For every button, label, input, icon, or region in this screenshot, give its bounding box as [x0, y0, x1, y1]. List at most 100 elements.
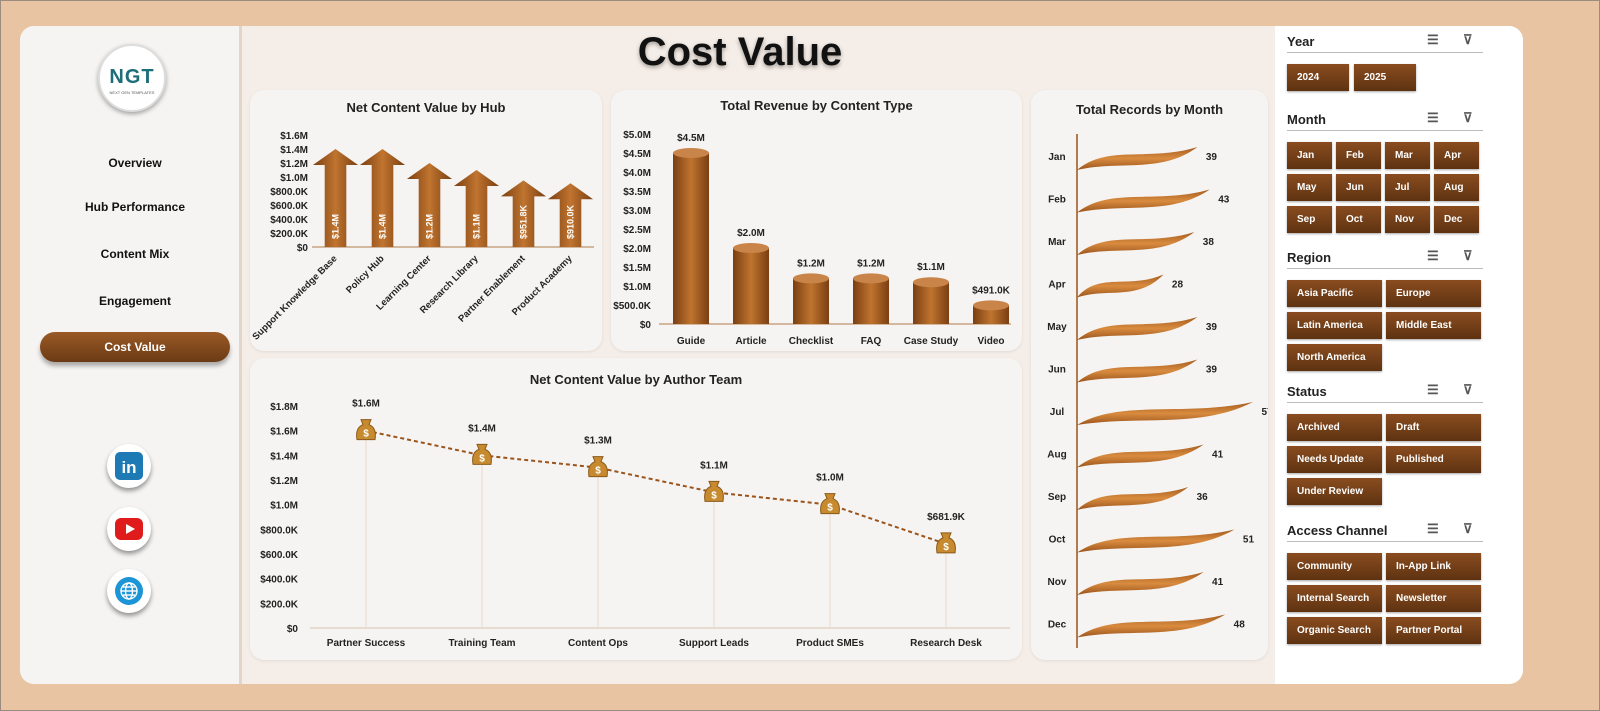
data-label: $1.2M	[857, 258, 885, 269]
sidebar: NGT NEXT GEN TEMPLATES Overview Hub Perfo…	[20, 26, 242, 684]
series-line	[365, 429, 947, 545]
data-label: $1.0M	[816, 473, 844, 484]
filter-option-mar[interactable]: Mar	[1385, 142, 1430, 169]
nav-item-hub-performance[interactable]: Hub Performance	[84, 200, 186, 214]
filter-title: Status	[1287, 384, 1327, 399]
y-tick-label: $800.0K	[270, 187, 309, 198]
data-label: $1.3M	[584, 436, 612, 447]
filter-option-middle-east[interactable]: Middle East	[1386, 312, 1481, 339]
nav-item-cost-value[interactable]: Cost Value	[40, 332, 230, 362]
filter-option-europe[interactable]: Europe	[1386, 280, 1481, 307]
filter-option-archived[interactable]: Archived	[1287, 414, 1382, 441]
logo-text: NGT	[109, 66, 155, 88]
multi-select-icon[interactable]: ☰	[1427, 521, 1439, 536]
filter-option-jan[interactable]: Jan	[1287, 142, 1332, 169]
bar	[1077, 232, 1195, 255]
filter-option-oct[interactable]: Oct	[1336, 206, 1381, 233]
data-label: 39	[1206, 365, 1218, 376]
filter-option-draft[interactable]: Draft	[1386, 414, 1481, 441]
filter-option-aug[interactable]: Aug	[1434, 174, 1479, 201]
clear-filter-icon[interactable]: ⊽	[1463, 382, 1473, 397]
data-label: $1.4M	[468, 423, 496, 434]
filter-option-nov[interactable]: Nov	[1385, 206, 1430, 233]
bar	[853, 278, 889, 324]
filter-option-may[interactable]: May	[1287, 174, 1332, 201]
author-chart: $0 $200.0K $400.0K $600.0K $800.0K $1.0M $1.2M…	[260, 399, 1010, 649]
x-tick-label: Content Ops	[568, 638, 628, 649]
hub-chart-card: Net Content Value by Hub $0 $200.0K $400.0…	[250, 90, 602, 351]
filter-option-sep[interactable]: Sep	[1287, 206, 1332, 233]
multi-select-icon[interactable]: ☰	[1427, 248, 1439, 263]
bar	[1077, 572, 1204, 595]
globe-icon[interactable]	[107, 569, 151, 613]
filter-option-community[interactable]: Community	[1287, 553, 1382, 580]
filter-option-internal-search[interactable]: Internal Search	[1287, 585, 1382, 612]
clear-filter-icon[interactable]: ⊽	[1463, 32, 1473, 47]
month-chart-card: Total Records by Month Jan 39 Feb 43 Mar 38 Ap…	[1031, 90, 1268, 660]
filter-option-under-review[interactable]: Under Review	[1287, 478, 1382, 505]
bar-top	[673, 148, 709, 158]
nav-item-overview[interactable]: Overview	[108, 156, 162, 170]
y-tick-label: $0	[297, 243, 309, 254]
filter-option-jun[interactable]: Jun	[1336, 174, 1381, 201]
bar-top	[973, 300, 1009, 311]
filter-option-2024[interactable]: 2024	[1287, 64, 1349, 91]
bar	[1077, 317, 1198, 340]
filter-header-access-channel: Access Channel ☰ ⊽	[1287, 521, 1483, 542]
y-tick-label: Feb	[1048, 195, 1066, 206]
y-tick-label: Mar	[1048, 237, 1066, 248]
filter-option-newsletter[interactable]: Newsletter	[1386, 585, 1481, 612]
filter-option-organic-search[interactable]: Organic Search	[1287, 617, 1382, 644]
money-bag-marker: $	[936, 532, 956, 554]
data-label: 38	[1203, 237, 1215, 248]
clear-filter-icon[interactable]: ⊽	[1463, 110, 1473, 125]
data-label: $1.6M	[352, 399, 380, 410]
chart-title: Total Records by Month	[1075, 102, 1224, 117]
filter-option-in-app-link[interactable]: In-App Link	[1386, 553, 1481, 580]
y-tick-label: $1.2M	[270, 476, 298, 487]
clear-filter-icon[interactable]: ⊽	[1463, 248, 1473, 263]
filter-option-needs-update[interactable]: Needs Update	[1287, 446, 1382, 473]
nav-item-engagement[interactable]: Engagement	[98, 294, 171, 308]
filter-option-asia-pacific[interactable]: Asia Pacific	[1287, 280, 1382, 307]
filter-option-jul[interactable]: Jul	[1385, 174, 1430, 201]
bar	[973, 305, 1009, 324]
nav-item-content-mix[interactable]: Content Mix	[100, 247, 170, 261]
bar-top	[793, 273, 829, 284]
data-label: $681.9K	[927, 512, 966, 523]
filter-option-2025[interactable]: 2025	[1354, 64, 1416, 91]
linkedin-icon[interactable]: in	[107, 444, 151, 488]
multi-select-icon[interactable]: ☰	[1427, 32, 1439, 47]
data-label: $1.1M	[700, 460, 728, 471]
bar	[673, 153, 709, 324]
filter-option-published[interactable]: Published	[1386, 446, 1481, 473]
data-label: 51	[1243, 535, 1255, 546]
x-tick-label: Guide	[677, 336, 706, 347]
bar	[1077, 529, 1235, 553]
bar	[1077, 402, 1253, 425]
chart-title: Net Content Value by Hub	[346, 100, 506, 115]
data-label: $910.0K	[566, 204, 576, 239]
filter-option-latin-america[interactable]: Latin America	[1287, 312, 1382, 339]
y-tick-label: $500.0K	[613, 301, 652, 312]
x-tick-label: Research Desk	[910, 638, 982, 649]
y-tick-label: May	[1047, 322, 1067, 333]
filter-option-partner-portal[interactable]: Partner Portal	[1386, 617, 1481, 644]
bar	[406, 163, 453, 247]
data-label: 48	[1234, 620, 1246, 631]
x-tick-label: Article	[735, 336, 767, 347]
filter-header-year: Year ☰ ⊽	[1287, 32, 1483, 53]
data-label: 43	[1218, 195, 1230, 206]
filter-option-feb[interactable]: Feb	[1336, 142, 1381, 169]
multi-select-icon[interactable]: ☰	[1427, 382, 1439, 397]
multi-select-icon[interactable]: ☰	[1427, 110, 1439, 125]
filter-option-north-america[interactable]: North America	[1287, 344, 1382, 371]
bar	[1077, 189, 1210, 213]
clear-filter-icon[interactable]: ⊽	[1463, 521, 1473, 536]
bar	[1077, 359, 1198, 383]
youtube-icon[interactable]	[107, 507, 151, 551]
filter-option-dec[interactable]: Dec	[1434, 206, 1479, 233]
data-label: $491.0K	[972, 285, 1011, 296]
y-tick-label: $4.0M	[623, 168, 651, 179]
filter-option-apr[interactable]: Apr	[1434, 142, 1479, 169]
